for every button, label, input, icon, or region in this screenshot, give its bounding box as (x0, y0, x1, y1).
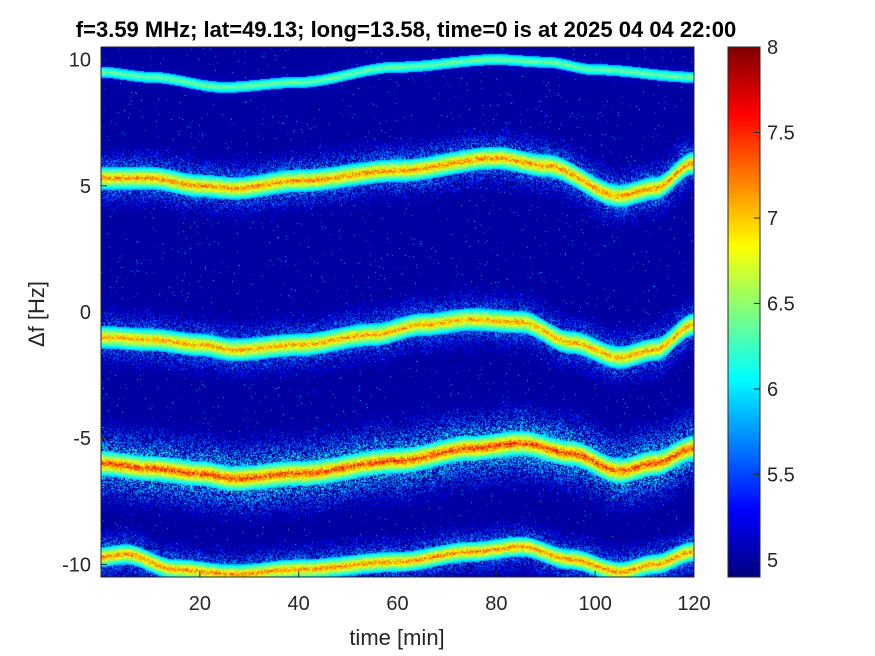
heatmap-canvas-wrapper (101, 47, 694, 577)
y-axis-label: Δf [Hz] (24, 281, 49, 347)
colorbar-frame (727, 46, 761, 578)
x-axis: 20 40 60 80 100 120 (189, 571, 711, 615)
x-axis-label: time [min] (349, 625, 444, 650)
x-tick-label: 80 (485, 593, 507, 615)
colorbar-canvas-wrapper (728, 47, 760, 577)
y-tick-label: 5 (80, 176, 91, 198)
colorbar-tick-label: 7.5 (767, 122, 795, 144)
x-tick-label: 20 (189, 593, 211, 615)
y-tick-label: -10 (62, 554, 91, 576)
chart-title: f=3.59 MHz; lat=49.13; long=13.58, time=… (76, 17, 736, 42)
plot-area (100, 46, 695, 578)
colorbar-tick-label: 6.5 (767, 293, 795, 315)
x-tick-label: 100 (578, 593, 611, 615)
y-tick-label: 0 (80, 302, 91, 324)
colorbar-tick-label: 8 (767, 37, 778, 59)
y-tick-label: -5 (73, 428, 91, 450)
x-tick-label: 40 (288, 593, 310, 615)
colorbar-tick-label: 5 (767, 550, 778, 572)
colorbar-ticks: 5 5.5 6 6.5 7 7.5 8 (754, 37, 795, 572)
colorbar-tick-label: 7 (767, 208, 778, 230)
colorbar-tick-label: 6 (767, 379, 778, 401)
y-tick-label: 10 (69, 50, 91, 72)
colorbar-tick-label: 5.5 (767, 464, 795, 486)
colorbar: 5 5.5 6 6.5 7 7.5 8 (727, 37, 795, 578)
x-tick-label: 60 (386, 593, 408, 615)
colorbar-canvas (728, 47, 760, 577)
x-tick-label: 120 (677, 593, 710, 615)
heatmap-canvas (101, 47, 694, 577)
y-axis: -10 -5 0 5 10 (62, 50, 107, 576)
